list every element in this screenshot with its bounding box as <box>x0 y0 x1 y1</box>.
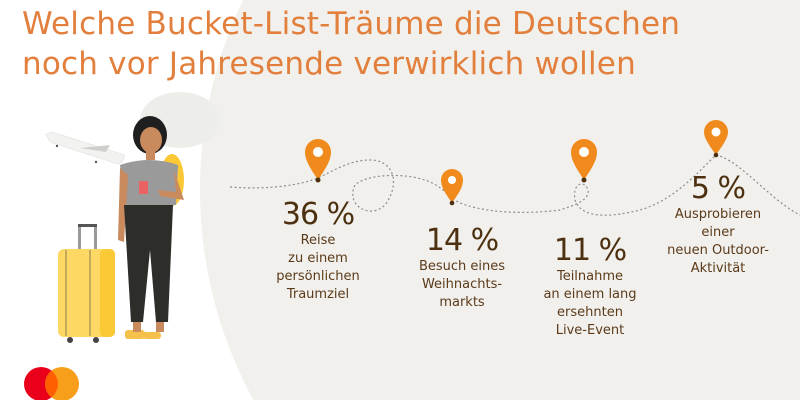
route-path <box>229 154 800 216</box>
stat-label: Teilnahme an einem lang ersehnten Live-E… <box>543 269 637 338</box>
mastercard-logo <box>24 367 79 400</box>
stat-value: 11 % <box>553 233 627 268</box>
page-title: Welche Bucket-List-Träume die Deutschen … <box>22 4 680 84</box>
stat-travel: 36 % Reise zu einem persönlichen Traumzi… <box>248 198 388 304</box>
person-illustration <box>118 116 184 339</box>
map-pin-icon <box>305 139 331 183</box>
stat-christmas-market: 14 % Besuch eines Weihnachts- markts <box>392 224 532 312</box>
title-line-1: Welche Bucket-List-Träume die Deutschen <box>22 6 681 42</box>
stat-outdoor-activity: 5 % Ausprobieren einer neuen Outdoor- Ak… <box>648 172 788 278</box>
stat-value: 14 % <box>425 223 499 258</box>
stat-value: 36 % <box>281 197 355 232</box>
suitcase-illustration <box>58 224 115 343</box>
map-pin-icon <box>441 169 463 206</box>
title-line-2: noch vor Jahresende verwirklich wollen <box>22 46 636 82</box>
stat-live-event: 11 % Teilnahme an einem lang ersehnten L… <box>520 234 660 340</box>
stat-label: Reise zu einem persönlichen Traumziel <box>276 233 360 302</box>
stat-label: Besuch eines Weihnachts- markts <box>418 259 506 310</box>
stat-label: Ausprobieren einer neuen Outdoor- Aktivi… <box>667 207 769 276</box>
airplane-illustration <box>45 131 126 165</box>
stat-value: 5 % <box>690 171 746 206</box>
map-pin-icon <box>704 120 728 158</box>
map-pin-icon <box>571 139 597 183</box>
